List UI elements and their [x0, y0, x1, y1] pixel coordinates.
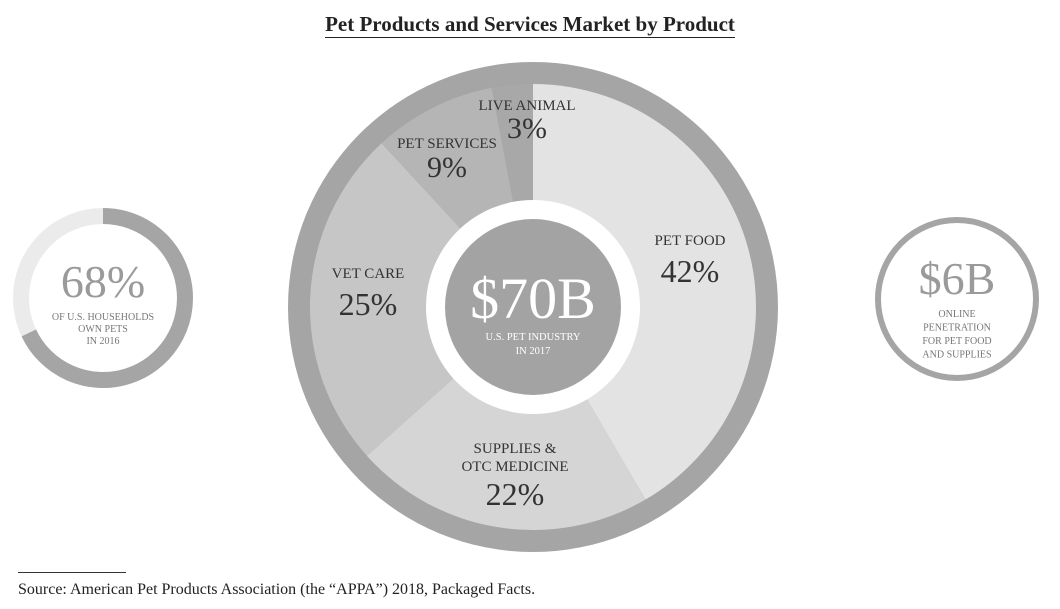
value-vet-care: 25% [339, 286, 398, 322]
value-pet-services: 9% [427, 151, 467, 184]
chart-title: Pet Products and Services Market by Prod… [325, 12, 735, 38]
source-note: Source: American Pet Products Associatio… [18, 581, 536, 598]
households-value: 68% [61, 256, 145, 307]
slice-supplies-otc-medicine [366, 307, 646, 530]
value-supplies-otc-medicine: 22% [486, 476, 545, 512]
label-supplies-otc-medicine: SUPPLIES & OTC MEDICINE [461, 441, 568, 475]
label-live-animal: LIVE ANIMAL [478, 98, 575, 114]
slice-vet-care [309, 143, 533, 456]
label-pet-services: PET SERVICES [397, 136, 497, 152]
online-value: $6B [919, 253, 996, 304]
online-caption: ONLINE PENETRATION FOR PET FOOD AND SUPPLIE… [922, 309, 991, 361]
source-divider [18, 572, 126, 573]
value-live-animal: 3% [507, 112, 547, 145]
center-disc [445, 219, 621, 395]
households-caption: OF U.S. HOUSEHOLDS OWN PETS IN 2016 [52, 312, 154, 347]
center-caption: U.S. PET INDUSTRY IN 2017 [486, 332, 581, 357]
label-pet-food: PET FOOD [655, 233, 726, 249]
households-gauge: 68% OF U.S. HOUSEHOLDS OWN PETS IN 2016 [13, 208, 193, 388]
gauge-fill [21, 208, 193, 388]
online-ring [875, 217, 1039, 381]
label-vet-care: VET CARE [332, 266, 405, 282]
value-pet-food: 42% [661, 253, 720, 289]
center-value: $70B [470, 266, 596, 331]
